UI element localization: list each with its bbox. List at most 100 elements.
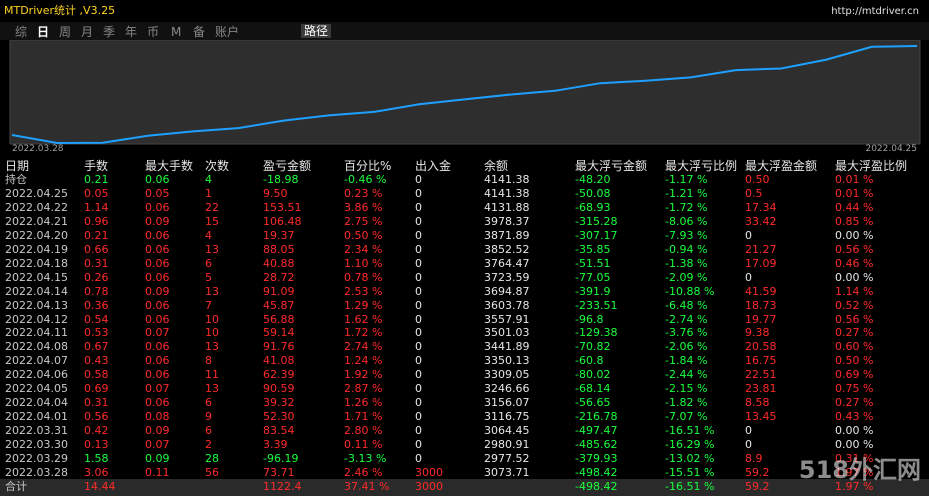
table-cell: 1.92 %	[344, 368, 383, 382]
table-cell: 0.21	[84, 228, 109, 242]
tab[interactable]: 周	[59, 25, 72, 39]
table-cell: 10	[205, 312, 219, 326]
table-cell: 0.67	[84, 340, 109, 354]
table-cell: 8.9	[745, 452, 763, 465]
tab[interactable]: 币	[147, 25, 160, 39]
tab[interactable]: 季	[103, 25, 116, 39]
table-cell: 1.72 %	[344, 326, 383, 340]
table-cell: 0	[415, 382, 422, 396]
tab[interactable]: 日	[37, 25, 50, 39]
table-cell: 2022.04.15	[5, 270, 68, 284]
table-cell: 18.73	[745, 298, 777, 312]
table-cell: 0.56 %	[835, 242, 874, 256]
table-cell: -68.14	[575, 382, 611, 396]
table-cell: 1.58	[84, 452, 109, 465]
table-cell: -77.05	[575, 270, 611, 284]
tab[interactable]: 年	[125, 25, 138, 39]
total-cell: -498.42	[575, 479, 618, 493]
table-cell: 10	[205, 326, 219, 340]
table-cell: 0	[415, 228, 422, 242]
table-cell: 2022.04.22	[5, 200, 68, 214]
table-cell: 0.13	[84, 438, 109, 452]
table-cell: 2.80 %	[344, 424, 383, 438]
table-cell: 11	[205, 368, 219, 382]
table-cell: 15	[205, 214, 219, 228]
tab[interactable]: 账户	[215, 25, 240, 39]
table-cell: 2022.04.12	[5, 312, 68, 326]
table-cell: 0	[415, 214, 422, 228]
table-cell: 2022.04.13	[5, 298, 68, 312]
table-cell: 17.09	[745, 256, 777, 270]
table-cell: 3309.05	[484, 368, 530, 382]
total-cell: 3000	[415, 479, 443, 493]
table-cell: 0.60 %	[835, 340, 874, 354]
total-cell: 37.41 %	[344, 479, 390, 493]
tab[interactable]: M	[171, 25, 182, 39]
table-cell: 3156.07	[484, 396, 530, 410]
table-cell: 2022.03.31	[5, 424, 68, 438]
path-button[interactable]: 路径	[301, 24, 332, 38]
table-cell: 0.78	[84, 284, 109, 298]
table-cell: 13	[205, 340, 219, 354]
total-cell: 59.2	[745, 479, 770, 493]
table-cell: -18.98	[263, 173, 299, 186]
chart-background	[9, 40, 921, 145]
table-cell: 6	[205, 256, 212, 270]
table-cell: 4141.38	[484, 173, 530, 186]
table-cell: -2.09 %	[665, 270, 708, 284]
table-cell: 0.36	[84, 298, 109, 312]
column-header: 最大浮亏金额	[575, 159, 648, 173]
table-cell: 0.00 %	[835, 438, 874, 452]
table-cell: 6	[205, 424, 212, 438]
table-cell: 2022.03.28	[5, 465, 68, 479]
tab[interactable]: 月	[81, 25, 94, 39]
table-cell: 0.06	[145, 256, 170, 270]
tab[interactable]: 综	[15, 25, 28, 39]
table-cell: -0.46 %	[344, 173, 387, 186]
table-cell: -216.78	[575, 410, 618, 424]
table-cell: 0	[415, 368, 422, 382]
table-cell: 0.07	[145, 382, 170, 396]
table-cell: -498.42	[575, 465, 618, 479]
table-cell: 0	[415, 396, 422, 410]
table-cell: 0.44 %	[835, 200, 874, 214]
table-cell: 0.26	[84, 270, 109, 284]
table-cell: 0	[415, 173, 422, 186]
url[interactable]: http://mtdriver.cn	[831, 6, 919, 17]
table-cell: 0.27 %	[835, 396, 874, 410]
total-cell: 1122.4	[263, 479, 302, 493]
table-cell: 2022.04.06	[5, 368, 68, 382]
table-cell: 0.06	[145, 312, 170, 326]
table-cell: 2022.04.04	[5, 396, 68, 410]
column-header: 最大浮盈比例	[835, 159, 908, 173]
table-cell: 2.34 %	[344, 242, 383, 256]
table-cell: 0.07	[145, 326, 170, 340]
table-cell: 3501.03	[484, 326, 530, 340]
total-cell: 合计	[5, 479, 27, 493]
table-cell: 23.81	[745, 382, 777, 396]
table-cell: 0.11	[145, 465, 170, 479]
table-cell: 0	[415, 312, 422, 326]
table-cell: 2.87 %	[344, 382, 383, 396]
total-cell: 14.44	[84, 479, 116, 493]
table-cell: -391.9	[575, 284, 611, 298]
table-cell: 0.06	[145, 173, 170, 186]
table-cell: 0	[745, 424, 752, 438]
table-cell: 0.05	[84, 186, 109, 200]
table-cell: 0.69	[84, 382, 109, 396]
table-cell: 1.29 %	[344, 298, 383, 312]
table-cell: 3116.75	[484, 410, 530, 424]
table-cell: 0.50 %	[344, 228, 383, 242]
table-cell: 3.39	[263, 438, 288, 452]
table-cell: 3723.59	[484, 270, 530, 284]
table-cell: -1.72 %	[665, 200, 708, 214]
table-cell: 0.23 %	[344, 186, 383, 200]
table-cell: 0.96	[84, 214, 109, 228]
table-cell: 0.46 %	[835, 256, 874, 270]
tab[interactable]: 备	[193, 25, 206, 39]
table-cell: 2022.04.18	[5, 256, 68, 270]
table-cell: 3852.52	[484, 242, 530, 256]
table-cell: 62.39	[263, 368, 295, 382]
table-cell: 19.37	[263, 228, 295, 242]
